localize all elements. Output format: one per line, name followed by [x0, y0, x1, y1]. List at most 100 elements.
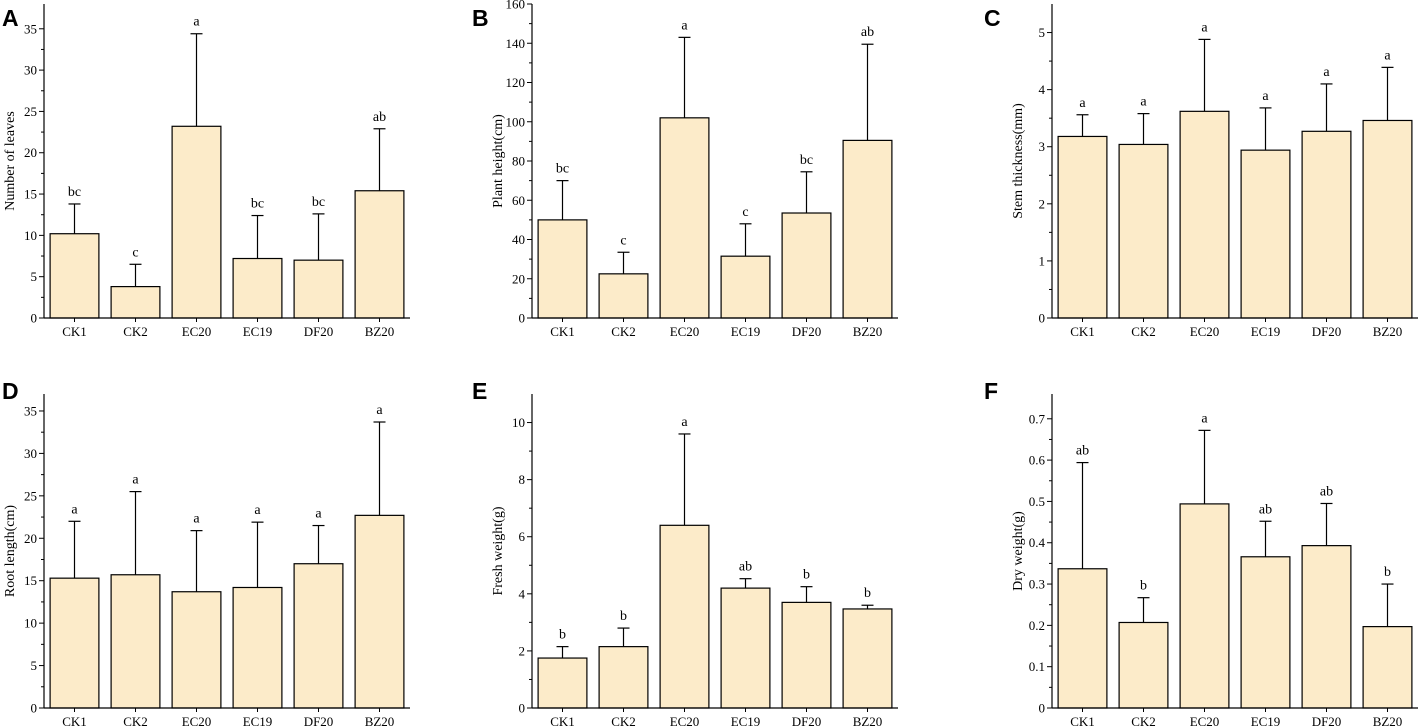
- category-label: EC20: [182, 714, 212, 728]
- significance-label: a: [1201, 20, 1208, 35]
- category-label: EC19: [243, 324, 273, 339]
- y-tick-label: 0.1: [1029, 659, 1045, 674]
- category-label: CK1: [62, 714, 87, 728]
- significance-label: bc: [312, 195, 325, 210]
- significance-label: ab: [861, 25, 874, 40]
- bar: [110, 574, 161, 709]
- significance-label: a: [1140, 95, 1147, 110]
- category-label: CK1: [62, 324, 87, 339]
- bar: [1179, 503, 1230, 709]
- significance-label: b: [559, 628, 566, 643]
- chart-panel-b: Bbc CK1 c CK2 a EC20 c EC19 bc DF20 ab BZ20 0 20 40 60 8…: [472, 0, 898, 339]
- significance-label: a: [193, 512, 200, 527]
- significance-label: a: [681, 415, 688, 430]
- category-label: CK1: [550, 714, 575, 728]
- significance-label: b: [620, 609, 627, 624]
- significance-label: ab: [1076, 444, 1089, 459]
- y-tick-label: 10: [512, 415, 525, 430]
- bar: [781, 601, 832, 709]
- bar: [1240, 149, 1291, 319]
- panel-letter: F: [984, 378, 998, 404]
- significance-label: a: [376, 403, 383, 418]
- category-label: DF20: [1312, 714, 1342, 728]
- category-label: EC19: [1251, 714, 1281, 728]
- y-tick-label: 80: [512, 154, 525, 169]
- y-tick-label: 0.7: [1029, 411, 1046, 426]
- significance-label: bc: [251, 197, 264, 212]
- bar: [1179, 110, 1230, 319]
- category-label: CK2: [123, 324, 148, 339]
- y-tick-label: 3: [1039, 139, 1046, 154]
- bar: [110, 286, 161, 319]
- bar: [1301, 130, 1352, 319]
- y-tick-label: 2: [519, 643, 526, 658]
- bar: [1301, 545, 1352, 709]
- y-tick-label: 0: [31, 701, 38, 716]
- y-tick-label: 25: [24, 488, 37, 503]
- bar: [537, 657, 588, 709]
- y-tick-label: 0: [519, 701, 526, 716]
- category-label: DF20: [304, 324, 334, 339]
- y-tick-label: 20: [24, 531, 37, 546]
- y-axis-title: Number of leaves: [3, 111, 18, 211]
- y-tick-label: 30: [24, 446, 37, 461]
- y-tick-label: 40: [512, 232, 525, 247]
- category-label: DF20: [304, 714, 334, 728]
- panel-letter: B: [472, 5, 489, 31]
- category-label: CK2: [1131, 714, 1156, 728]
- category-label: BZ20: [1373, 324, 1403, 339]
- y-tick-label: 10: [24, 228, 37, 243]
- category-label: BZ20: [853, 714, 883, 728]
- significance-label: a: [193, 15, 200, 30]
- bar: [659, 117, 710, 319]
- significance-label: b: [864, 586, 871, 601]
- significance-label: a: [71, 502, 78, 517]
- y-tick-label: 0: [1039, 701, 1046, 716]
- bar: [1362, 626, 1413, 709]
- y-tick-label: 140: [506, 36, 526, 51]
- significance-label: c: [132, 245, 138, 260]
- y-tick-label: 160: [506, 0, 526, 12]
- bar: [1118, 621, 1169, 709]
- bar: [49, 233, 100, 319]
- y-tick-label: 4: [1039, 82, 1046, 97]
- y-tick-label: 5: [31, 658, 38, 673]
- y-tick-label: 8: [519, 472, 526, 487]
- significance-label: c: [620, 233, 626, 248]
- y-tick-label: 2: [1039, 196, 1046, 211]
- significance-label: b: [1140, 579, 1147, 594]
- significance-label: c: [742, 205, 748, 220]
- y-tick-label: 120: [506, 75, 526, 90]
- bar: [293, 259, 344, 319]
- category-label: DF20: [792, 714, 822, 728]
- category-label: CK1: [1070, 324, 1095, 339]
- chart-panel-c: Ca CK1 a CK2 a EC20 a EC19 a DF20 a BZ20 0 1 2 3 4 5 Stem …: [984, 4, 1418, 339]
- significance-label: a: [1262, 89, 1269, 104]
- bar: [293, 563, 344, 709]
- bar: [354, 514, 405, 709]
- significance-label: a: [1323, 65, 1330, 80]
- significance-label: ab: [373, 110, 386, 125]
- bar: [720, 255, 771, 319]
- bar: [537, 219, 588, 319]
- panel-letter: E: [472, 378, 487, 404]
- significance-label: a: [132, 473, 139, 488]
- category-label: EC20: [670, 324, 700, 339]
- chart-panel-d: Da CK1 a CK2 a EC20 a EC19 a DF20 a BZ20 0 5 10 15 20 25 3…: [2, 378, 410, 728]
- y-tick-label: 0.2: [1029, 618, 1045, 633]
- bar: [354, 190, 405, 319]
- y-tick-label: 20: [512, 271, 525, 286]
- category-label: CK2: [1131, 324, 1156, 339]
- significance-label: bc: [68, 185, 81, 200]
- panel-letter: D: [2, 378, 19, 404]
- bar: [1362, 119, 1413, 319]
- significance-label: bc: [800, 153, 813, 168]
- category-label: EC19: [1251, 324, 1281, 339]
- category-label: EC19: [731, 324, 761, 339]
- y-tick-label: 100: [506, 114, 526, 129]
- panel-letter: C: [984, 5, 1001, 31]
- significance-label: a: [315, 507, 322, 522]
- significance-label: b: [1384, 565, 1391, 580]
- category-label: CK2: [611, 324, 636, 339]
